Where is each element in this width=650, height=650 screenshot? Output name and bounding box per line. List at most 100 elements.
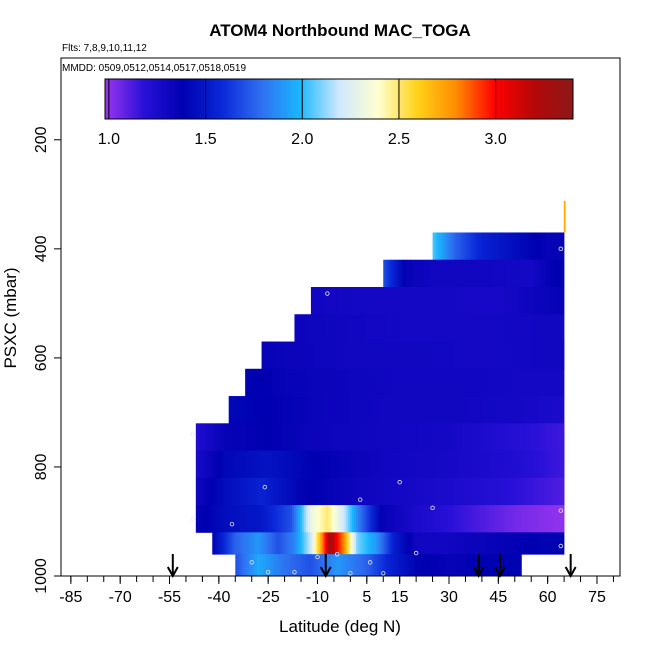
- heatmap-cell: [539, 259, 542, 288]
- heatmap-cell: [508, 314, 512, 342]
- heatmap-cell: [482, 314, 486, 342]
- heatmap-cell: [500, 287, 504, 315]
- heatmap-cell: [540, 396, 544, 424]
- heatmap-cell: [232, 396, 236, 424]
- heatmap-cell: [390, 314, 394, 342]
- heatmap-cell: [207, 477, 211, 506]
- heatmap-cell: [199, 450, 203, 479]
- heatmap-cell: [312, 532, 315, 555]
- heatmap-cell: [563, 341, 565, 370]
- heatmap-cell: [299, 450, 303, 479]
- heatmap-cell: [316, 396, 320, 424]
- heatmap-cell: [485, 477, 489, 506]
- heatmap-cell: [465, 477, 469, 506]
- heatmap-cell: [341, 505, 345, 533]
- heatmap-cell: [485, 259, 488, 288]
- heatmap-cell: [227, 450, 231, 479]
- heatmap-cell: [436, 232, 440, 261]
- heatmap-cell: [496, 232, 500, 261]
- heatmap-cell: [309, 505, 313, 533]
- heatmap-cell: [459, 477, 463, 506]
- heatmap-cell: [430, 314, 434, 342]
- heatmap-cell: [424, 314, 428, 342]
- heatmap-cell: [237, 423, 241, 451]
- heatmap-cell: [516, 314, 520, 342]
- heatmap-cell: [295, 450, 299, 479]
- heatmap-cell: [489, 450, 493, 479]
- heatmap-cell: [223, 477, 227, 506]
- heatmap-cell: [231, 423, 235, 451]
- heatmap-cell: [515, 554, 518, 576]
- heatmap-cell: [381, 423, 385, 451]
- heatmap-cell: [368, 314, 372, 342]
- heatmap-cell: [527, 505, 531, 533]
- heatmap-cell: [335, 423, 339, 451]
- heatmap-cell: [319, 477, 323, 506]
- heatmap-cell: [301, 505, 305, 533]
- heatmap-cell: [293, 341, 297, 370]
- heatmap-cell: [375, 554, 378, 576]
- heatmap-cell: [556, 287, 560, 315]
- heatmap-cell: [480, 287, 484, 315]
- heatmap-cell: [321, 554, 324, 576]
- heatmap-cell: [540, 532, 543, 555]
- heatmap-cell: [249, 554, 252, 576]
- heatmap-cell: [456, 314, 460, 342]
- heatmap-cell: [502, 396, 506, 424]
- heatmap-cell: [489, 505, 493, 533]
- heatmap-cell: [323, 477, 327, 506]
- heatmap-cell: [307, 505, 311, 533]
- heatmap-cell: [430, 532, 433, 555]
- heatmap-cell: [283, 477, 287, 506]
- heatmap-cell: [446, 232, 450, 261]
- heatmap-cell: [329, 505, 333, 533]
- heatmap-cell: [348, 396, 352, 424]
- heatmap-cell: [389, 554, 392, 576]
- heatmap-cell: [533, 450, 537, 479]
- heatmap-cell: [489, 368, 492, 397]
- heatmap-cell: [284, 396, 288, 424]
- heatmap-cell: [329, 450, 333, 479]
- heatmap-cell: [351, 423, 355, 451]
- heatmap-cell: [380, 396, 384, 424]
- heatmap-cell: [431, 554, 434, 576]
- heatmap-cell: [505, 505, 509, 533]
- heatmap-cell: [309, 450, 313, 479]
- heatmap-cell: [315, 341, 319, 370]
- heatmap-cell: [532, 396, 536, 424]
- heatmap-cell: [515, 341, 519, 370]
- sample-point: [413, 550, 419, 556]
- heatmap-cell: [463, 259, 466, 288]
- heatmap-cell: [418, 532, 421, 555]
- heatmap-cell: [497, 423, 501, 451]
- heatmap-cell: [215, 450, 219, 479]
- heatmap-cell: [463, 505, 467, 533]
- heatmap-cell: [530, 396, 534, 424]
- heatmap-cell: [517, 477, 521, 506]
- heatmap-cell: [444, 396, 448, 424]
- heatmap-cell: [275, 368, 278, 397]
- heatmap-cell: [533, 477, 537, 506]
- heatmap-cell: [474, 314, 478, 342]
- heatmap-cell: [498, 314, 502, 342]
- heatmap-cell: [440, 532, 443, 555]
- heatmap-cell: [547, 341, 551, 370]
- heatmap-cell: [492, 314, 496, 342]
- heatmap-cell: [243, 505, 247, 533]
- heatmap-cell: [373, 341, 377, 370]
- heatmap-cell: [269, 368, 272, 397]
- heatmap-cell: [248, 532, 251, 555]
- heatmap-cell: [261, 368, 264, 397]
- sample-point: [558, 246, 564, 252]
- heatmap-cell: [397, 450, 401, 479]
- flight-arrow: [166, 554, 179, 579]
- heatmap-cell: [527, 368, 530, 397]
- heatmap-cell: [517, 368, 520, 397]
- heatmap-cell: [449, 423, 453, 451]
- heatmap-cell: [318, 287, 322, 315]
- heatmap-cell: [392, 287, 396, 315]
- heatmap-cell: [258, 396, 262, 424]
- heatmap-cell: [248, 396, 252, 424]
- heatmap-cell: [283, 505, 287, 533]
- heatmap-cell: [469, 368, 472, 397]
